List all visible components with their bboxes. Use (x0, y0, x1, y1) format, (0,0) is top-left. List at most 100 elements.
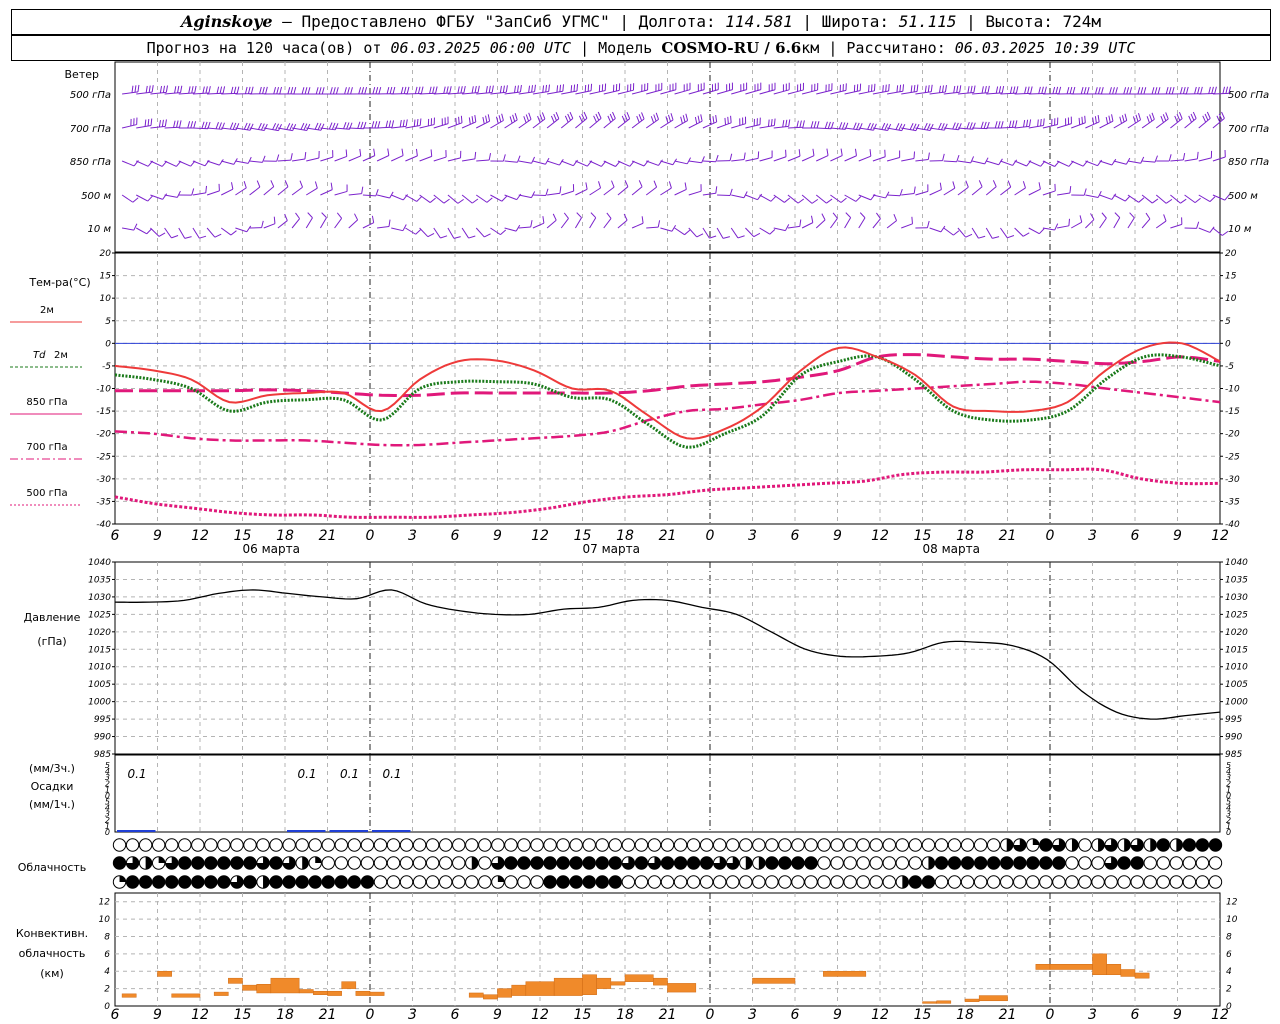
wind-barb (504, 227, 517, 232)
wind-barb-feather (597, 111, 602, 119)
cloud-cover-fill (302, 856, 309, 870)
temp-axis-left-tick: -40 (96, 520, 111, 530)
wind-barb (490, 91, 507, 95)
wind-barb (1212, 227, 1223, 236)
precip-title: Осадки (31, 780, 74, 793)
wind-barb-feather (443, 86, 446, 94)
cloud-cover-circle (765, 875, 779, 889)
x-tick-label: 15 (914, 528, 932, 544)
cloud-cover-circle (347, 856, 362, 870)
wind-barb (362, 222, 374, 229)
cloud-cover-circle (621, 838, 636, 852)
wind-barb-feather (1069, 86, 1073, 94)
wind-barb-feather (485, 86, 488, 94)
wind-barb (589, 160, 602, 167)
wind-barb-feather (983, 121, 987, 129)
cloud-cover-circle (973, 838, 988, 852)
wind-barb-feather (722, 236, 730, 239)
wind-barb-feather (888, 84, 890, 92)
wind-barb-feather (468, 117, 471, 125)
wind-barb-feather (388, 219, 391, 227)
wind-barb-feather (256, 180, 261, 188)
wind-barb-feather (230, 182, 234, 190)
wind-barb-feather (887, 123, 892, 131)
pressure-axis-left-tick: 1025 (88, 610, 111, 620)
precip-bar (287, 830, 326, 832)
wind-barb-feather (1108, 115, 1111, 123)
wind-barb (773, 125, 789, 129)
wind-barb-feather (516, 85, 519, 93)
wind-barb-feather (970, 156, 975, 164)
wind-barb-feather (537, 115, 541, 123)
cloud-cover-circle (1169, 856, 1184, 870)
wind-barb-feather (372, 87, 376, 95)
wind-barb-feather (176, 120, 179, 128)
wind-barb-feather (514, 85, 516, 93)
wind-barb (121, 160, 135, 167)
wind-barb-feather (1124, 113, 1128, 121)
x-tick-label: 18 (956, 528, 974, 544)
wind-barb (702, 192, 716, 196)
cloud-cover-circle (517, 838, 531, 852)
cloud-cover-circle (282, 875, 296, 889)
cloud-cover-fill (1071, 838, 1079, 852)
wind-barb (320, 156, 333, 162)
wind-barb-feather (1124, 195, 1131, 202)
wind-barb-feather (811, 198, 819, 204)
x-tick-label: 12 (871, 1007, 889, 1023)
wind-barb-feather (567, 113, 571, 121)
cloud-cover-circle (830, 875, 844, 889)
convective-cloud-bar (213, 991, 229, 996)
wind-barb-feather (701, 156, 705, 164)
wind-barb (476, 159, 490, 162)
cloud-cover-circle (439, 856, 453, 870)
cloud-cover-circle (439, 875, 453, 889)
cloud-cover-fill (1032, 838, 1040, 845)
wind-barb-feather (515, 224, 521, 232)
wind-barb (419, 92, 436, 95)
temp-legend-label: 2м (54, 350, 68, 361)
wind-barb-feather (487, 114, 491, 122)
wind-barb (716, 122, 732, 129)
wind-barb-feather (290, 153, 293, 161)
wind-barb-feather (724, 117, 727, 125)
wind-barb-feather (1208, 86, 1211, 94)
cloud-cover-circle (178, 875, 192, 889)
wind-barb-feather (1066, 86, 1070, 94)
wind-barb (561, 90, 578, 95)
wind-barb-feather (992, 180, 997, 187)
cloud-cover-circle (856, 856, 870, 870)
temp-axis-left-tick: -5 (102, 362, 111, 372)
cloud-cover-circle (217, 838, 231, 852)
cloud-cover-circle (373, 875, 388, 889)
wind-barb-feather (1009, 86, 1013, 94)
wind-barb (561, 190, 574, 196)
wind-barb (122, 91, 139, 95)
cloud-cover-circle (752, 838, 766, 852)
wind-barb-feather (672, 158, 678, 165)
cloud-cover-circle (1078, 838, 1092, 852)
wind-barb-feather (1078, 117, 1081, 125)
wind-barb (1212, 92, 1229, 95)
cloud-cover-circle (243, 856, 257, 870)
cloud-cover-circle (517, 875, 531, 889)
cloud-cover-circle (791, 838, 805, 852)
cloud-cover-circle (895, 838, 910, 852)
cloud-cover-circle (504, 856, 518, 870)
cloud-cover-circle (647, 875, 662, 889)
temp-axis-left-tick: 0 (105, 339, 111, 349)
wind-barb (490, 194, 503, 202)
cloud-cover-circle (269, 838, 283, 852)
cloud-cover-circle (386, 875, 401, 889)
wind-barb-feather (909, 123, 914, 130)
wind-barb-feather (1027, 86, 1030, 94)
wind-barb (731, 194, 745, 199)
wind-barb-feather (214, 233, 222, 238)
wind-barb-feather (665, 116, 669, 124)
wind-barb-feather (1011, 120, 1015, 128)
wind-barb-feather (133, 223, 138, 231)
wind-barb-feather (331, 122, 336, 130)
wind-barb-feather (151, 85, 154, 93)
cloud-cover-circle (752, 875, 766, 889)
cloud-cover-fill (119, 875, 126, 882)
